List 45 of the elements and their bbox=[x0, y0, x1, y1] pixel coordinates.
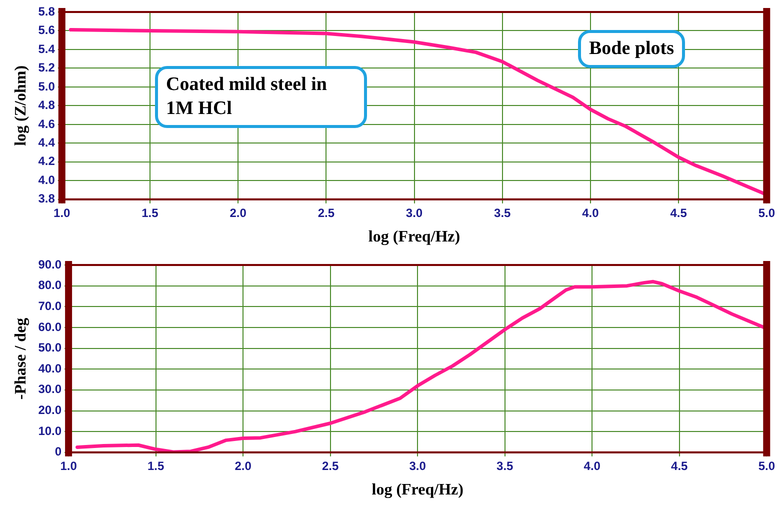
x-tick-label: 4.5 bbox=[671, 458, 688, 473]
y-tick-label: 5.4 bbox=[38, 42, 56, 56]
y-tick-label: 3.8 bbox=[38, 192, 56, 206]
y-tick-label: 60.0 bbox=[38, 320, 62, 334]
y-tick-label: 80.0 bbox=[38, 278, 62, 292]
x-tick-label: 3.5 bbox=[496, 458, 514, 473]
y-tick-label: 4.0 bbox=[38, 172, 56, 187]
y-tick-label: 40.0 bbox=[38, 361, 62, 376]
y-tick-label: 4.2 bbox=[38, 154, 56, 168]
y-tick-label: 90.0 bbox=[38, 257, 62, 272]
y-tick-label: 50.0 bbox=[38, 340, 62, 355]
x-tick-label: 3.0 bbox=[406, 206, 423, 220]
y-axis-title: log (Z/ohm) bbox=[12, 65, 30, 146]
annotation: Coated mild steel in 1M HCl bbox=[155, 66, 367, 128]
x-tick-label: 5.0 bbox=[758, 206, 776, 220]
annotation: Bode plots bbox=[578, 30, 685, 68]
x-tick-label: 2.5 bbox=[322, 458, 340, 473]
x-tick-label: 3.5 bbox=[494, 206, 512, 220]
y-tick-label: 0 bbox=[54, 444, 62, 459]
y-tick-label: 30.0 bbox=[38, 382, 62, 396]
x-tick-label: 4.0 bbox=[584, 458, 601, 473]
y-tick-label: 5.6 bbox=[38, 23, 56, 38]
x-tick-label: 1.0 bbox=[60, 458, 78, 473]
y-tick-label: 5.0 bbox=[38, 79, 56, 94]
x-tick-label: 4.0 bbox=[582, 206, 600, 220]
y-tick-label: 5.8 bbox=[38, 4, 56, 18]
x-tick-label: 1.5 bbox=[142, 206, 159, 220]
x-axis-title: log (Freq/Hz) bbox=[372, 482, 464, 499]
y-tick-label: 70.0 bbox=[38, 298, 62, 313]
y-tick-label: 4.6 bbox=[38, 116, 56, 131]
y-tick-label: 20.0 bbox=[38, 403, 62, 418]
x-tick-label: 1.5 bbox=[147, 458, 164, 473]
y-tick-label: 5.2 bbox=[38, 60, 56, 75]
x-tick-label: 5.0 bbox=[758, 458, 776, 473]
x-axis-title: log (Freq/Hz) bbox=[368, 228, 460, 246]
x-tick-label: 4.5 bbox=[670, 206, 688, 220]
y-tick-label: 10.0 bbox=[38, 424, 62, 438]
x-tick-label: 2.0 bbox=[234, 458, 252, 473]
x-tick-label: 2.5 bbox=[318, 206, 335, 220]
y-tick-label: 4.4 bbox=[38, 135, 56, 150]
y-tick-label: 4.8 bbox=[38, 98, 56, 112]
x-tick-label: 2.0 bbox=[230, 206, 247, 220]
y-axis-title: -Phase / deg bbox=[12, 318, 30, 400]
x-tick-label: 1.0 bbox=[54, 206, 71, 220]
x-tick-label: 3.0 bbox=[409, 458, 426, 473]
